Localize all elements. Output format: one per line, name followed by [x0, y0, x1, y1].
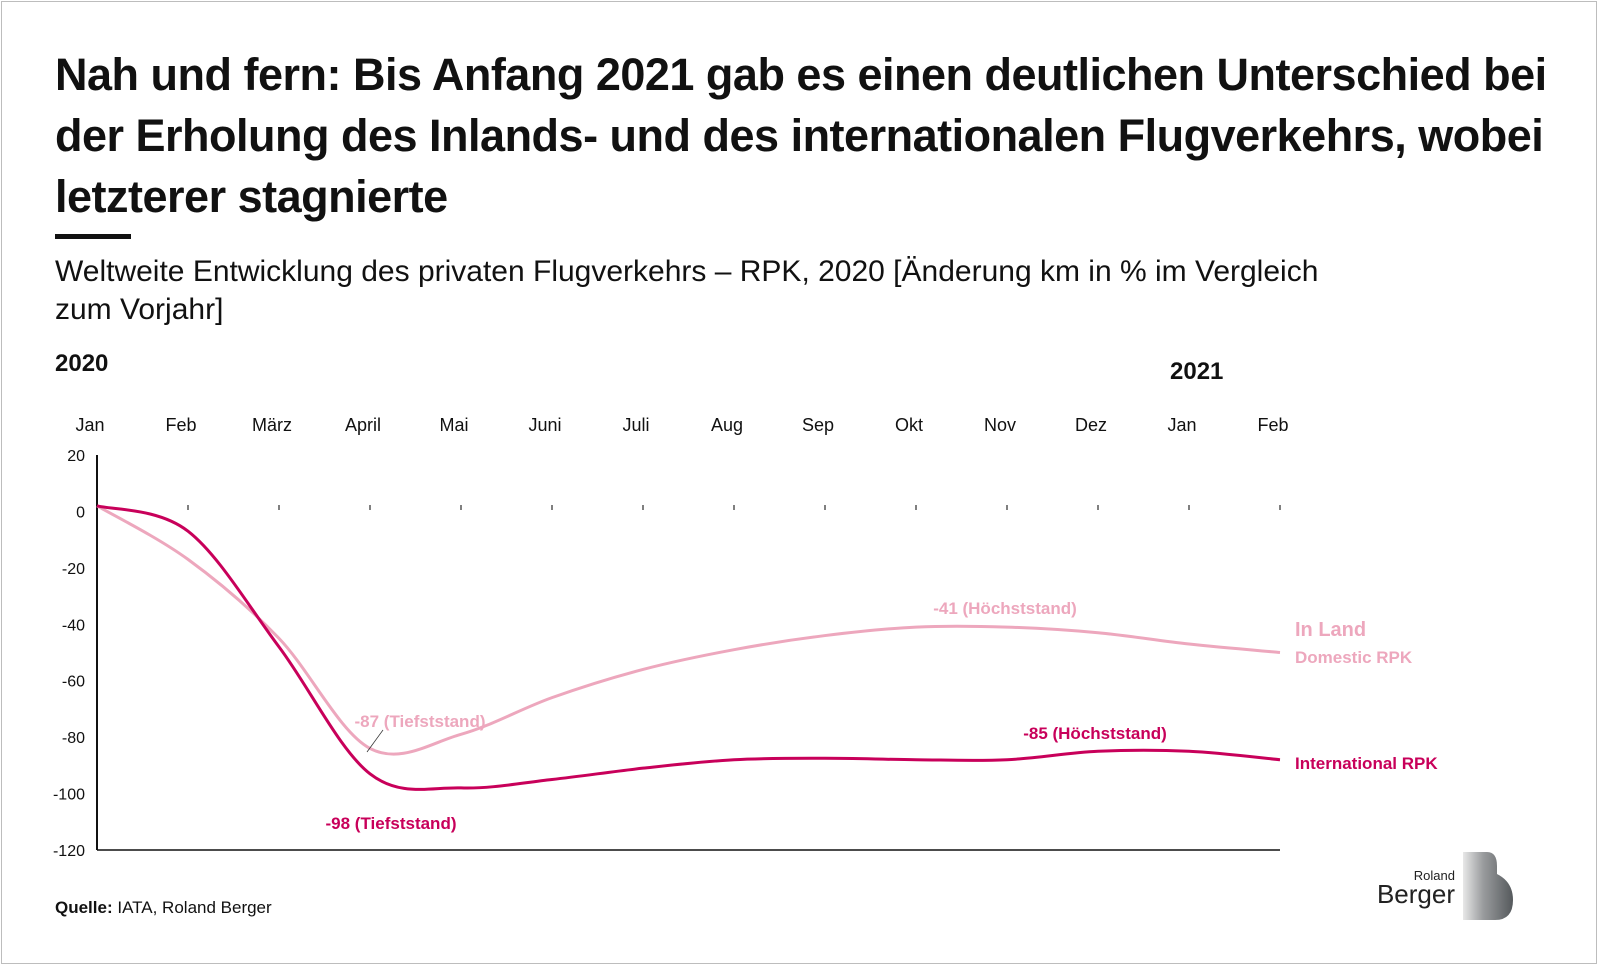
y-tick-label: 20 [67, 448, 85, 465]
source-label: Quelle: [55, 898, 113, 917]
title-rule [55, 234, 131, 239]
chart-subtitle: Weltweite Entwicklung des privaten Flugv… [55, 255, 1319, 326]
year-label-2020: 2020 [55, 350, 109, 377]
y-tick-label: -100 [53, 787, 85, 804]
y-tick-label: -120 [53, 843, 85, 860]
x-tick-label: Juli [622, 415, 649, 435]
x-tick-label: Juni [528, 415, 561, 435]
annotation-label: -85 (Höchststand) [1023, 724, 1167, 743]
y-tick-label: -40 [62, 617, 85, 634]
international-rpk-line [96, 504, 1281, 791]
y-tick-label: -20 [62, 561, 85, 578]
source-text: IATA, Roland Berger [112, 898, 272, 917]
source-note: Quelle: IATA, Roland Berger [55, 898, 272, 918]
y-tick-label: -60 [62, 674, 85, 691]
domestic-rpk-line [96, 504, 1281, 756]
legend-label-international: International RPK [1295, 754, 1438, 773]
y-tick-label: -80 [62, 730, 85, 747]
logo-text-top: Roland [1414, 868, 1455, 883]
annotation-leader-line [366, 729, 384, 753]
chart-title: Nah und fern: Bis Anfang 2021 gab es ein… [55, 49, 1547, 222]
chart-header: Nah und fern: Bis Anfang 2021 gab es ein… [55, 44, 1575, 329]
x-tick-label: Feb [1257, 415, 1288, 435]
x-tick-label: Sep [802, 415, 834, 435]
annotation-label: -87 (Tiefststand) [355, 712, 486, 731]
x-tick-label: Nov [984, 415, 1016, 435]
x-tick-label: April [345, 415, 381, 435]
x-tick-label: Jan [75, 415, 104, 435]
x-tick-label: Jan [1167, 415, 1196, 435]
x-tick-label: Okt [895, 415, 923, 435]
x-tick-label: Aug [711, 415, 743, 435]
y-tick-label: 0 [76, 504, 85, 521]
legend-label-domestic: Domestic RPK [1295, 648, 1413, 667]
year-label-2021: 2021 [1170, 358, 1224, 385]
x-tick-label: Dez [1075, 415, 1107, 435]
roland-berger-logo: Roland Berger [1377, 852, 1525, 953]
legend-label-inland: In Land [1295, 619, 1366, 641]
x-tick-label: Mai [439, 415, 468, 435]
logo-text-main: Berger [1377, 879, 1455, 909]
logo-b-mark [1463, 852, 1513, 920]
x-tick-label: März [252, 415, 292, 435]
annotation-label: -98 (Tiefststand) [326, 814, 457, 833]
annotation-label: -41 (Höchststand) [933, 599, 1077, 618]
x-tick-label: Feb [165, 415, 196, 435]
